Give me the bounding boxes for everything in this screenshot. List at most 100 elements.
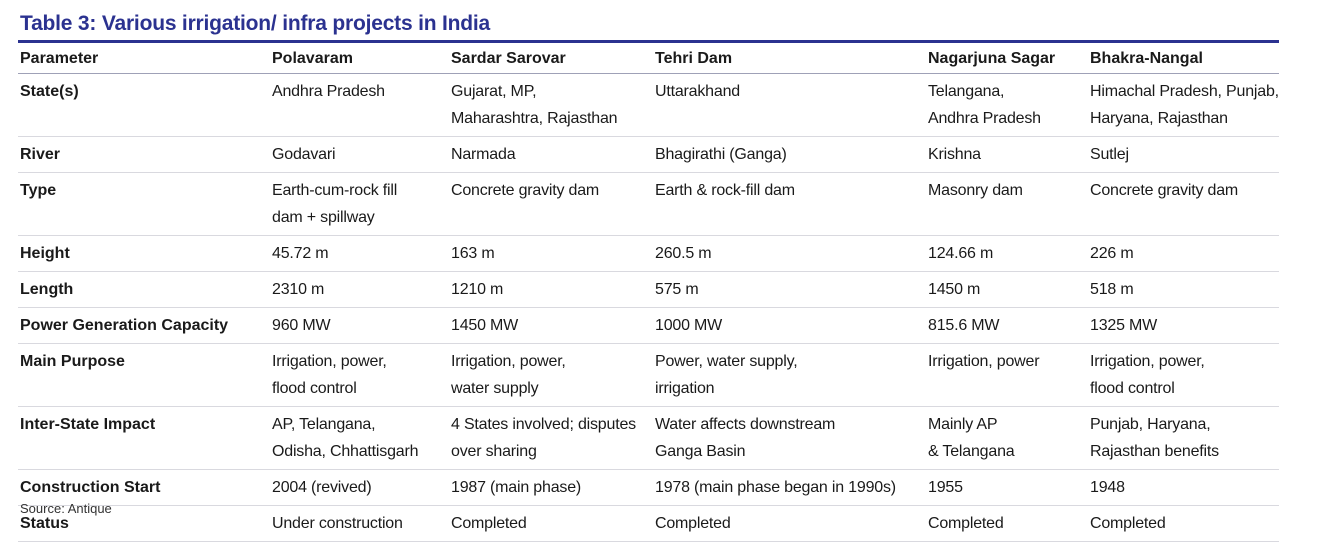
table-cell: Completed (653, 505, 926, 542)
table-cell: Concrete gravity dam (1088, 172, 1279, 236)
column-header: Tehri Dam (653, 44, 926, 74)
cell-line: Concrete gravity dam (451, 182, 600, 199)
table-cell: Completed (449, 505, 653, 542)
cell-line: 1955 (928, 479, 963, 496)
cell-line: Sutlej (1090, 146, 1129, 163)
table-title: Table 3: Various irrigation/ infra proje… (20, 12, 490, 35)
cell-line: 1948 (1090, 479, 1125, 496)
table-row: Power Generation Capacity 960 MW 1450 MW 10… (18, 307, 1279, 344)
column-header: Polavaram (270, 44, 449, 74)
cell-line: 2310 m (272, 281, 325, 298)
cell-line: Maharashtra, Rajasthan (451, 110, 618, 127)
cell-line: Irrigation, power, (272, 353, 387, 370)
cell-line: Narmada (451, 146, 516, 163)
cell-line: Completed (1090, 515, 1166, 532)
table-row: Main Purpose Irrigation, power, flood cont… (18, 343, 1279, 407)
cell-line: 575 m (655, 281, 699, 298)
cell-line: Himachal Pradesh, Punjab, (1090, 83, 1279, 100)
cell-line: Under construction (272, 515, 403, 532)
table-cell: Himachal Pradesh, Punjab, Haryana, Rajast… (1088, 73, 1279, 137)
table-row: Type Earth-cum-rock fill dam + spillway Con… (18, 172, 1279, 236)
cell-line: Punjab, Haryana, (1090, 416, 1211, 433)
table-cell: 1948 (1088, 469, 1279, 506)
cell-line: 163 m (451, 245, 495, 262)
cell-line: over sharing (451, 443, 537, 460)
table-cell: Concrete gravity dam (449, 172, 653, 236)
cell-line: 1450 MW (451, 317, 519, 334)
cell-line: flood control (272, 380, 357, 397)
table-cell: 1978 (main phase began in 1990s) (653, 469, 926, 506)
cell-line: water supply (451, 380, 539, 397)
row-parameter: Length (18, 271, 270, 308)
cell-line: Earth & rock-fill dam (655, 182, 795, 199)
cell-line: Telangana, (928, 83, 1005, 100)
cell-line: Irrigation, power (928, 353, 1040, 370)
table-cell: 1450 MW (449, 307, 653, 344)
cell-line: Completed (928, 515, 1004, 532)
cell-line: AP, Telangana, (272, 416, 376, 433)
cell-line: 1987 (main phase) (451, 479, 582, 496)
table-row: Inter-State Impact AP, Telangana, Odisha, … (18, 406, 1279, 470)
table-cell: 1210 m (449, 271, 653, 308)
table-cell: Irrigation, power (926, 343, 1088, 407)
table-cell: AP, Telangana, Odisha, Chhattisgarh (270, 406, 449, 470)
table-cell: Andhra Pradesh (270, 73, 449, 137)
cell-line: 4 States involved; disputes (451, 416, 636, 433)
column-header: Bhakra-Nangal (1088, 44, 1279, 74)
cell-line: Gujarat, MP, (451, 83, 537, 100)
cell-line: 1450 m (928, 281, 981, 298)
cell-line: Ganga Basin (655, 443, 746, 460)
cell-line: Rajasthan benefits (1090, 443, 1219, 460)
cell-line: Uttarakhand (655, 83, 740, 100)
cell-line: Concrete gravity dam (1090, 182, 1239, 199)
cell-line: Irrigation, power, (1090, 353, 1205, 370)
row-parameter: Main Purpose (18, 343, 270, 407)
row-parameter: Construction Start (18, 469, 270, 506)
cell-line: Andhra Pradesh (928, 110, 1041, 127)
table-cell: 1987 (main phase) (449, 469, 653, 506)
table-cell: Telangana, Andhra Pradesh (926, 73, 1088, 137)
cell-line: Water affects downstream (655, 416, 836, 433)
cell-line: irrigation (655, 380, 715, 397)
cell-line: Masonry dam (928, 182, 1023, 199)
column-header: Sardar Sarovar (449, 44, 653, 74)
cell-line: Power, water supply, (655, 353, 798, 370)
cell-line: dam + spillway (272, 209, 375, 226)
title-divider (18, 40, 1279, 43)
column-header: Parameter (18, 44, 270, 74)
table-cell: Water affects downstream Ganga Basin (653, 406, 926, 470)
table-row: Status Under construction Completed Complet… (18, 505, 1279, 542)
cell-line: Krishna (928, 146, 981, 163)
cell-line: 1210 m (451, 281, 504, 298)
table-cell: Irrigation, power, flood control (270, 343, 449, 407)
table-row: River Godavari Narmada Bhagirathi (Ganga) Kr… (18, 136, 1279, 173)
cell-line: Earth-cum-rock fill (272, 182, 398, 199)
table-cell: 960 MW (270, 307, 449, 344)
table-row: Construction Start 2004 (revived) 1987 (ma… (18, 469, 1279, 506)
table-cell: 1955 (926, 469, 1088, 506)
cell-line: Godavari (272, 146, 336, 163)
row-parameter: Height (18, 235, 270, 272)
cell-line: 2004 (revived) (272, 479, 372, 496)
table-cell: Masonry dam (926, 172, 1088, 236)
cell-line: 960 MW (272, 317, 331, 334)
header-row: Parameter Polavaram Sardar Sarovar Tehri… (18, 44, 1279, 74)
table-cell: 163 m (449, 235, 653, 272)
cell-line: 260.5 m (655, 245, 712, 262)
table-cell: Mainly AP & Telangana (926, 406, 1088, 470)
cell-line: 1000 MW (655, 317, 723, 334)
table-cell: Under construction (270, 505, 449, 542)
table-body: State(s) Andhra Pradesh Gujarat, MP, Mahara… (18, 73, 1279, 542)
table-cell: Uttarakhand (653, 73, 926, 137)
cell-line: 518 m (1090, 281, 1134, 298)
cell-line: Haryana, Rajasthan (1090, 110, 1228, 127)
column-header: Nagarjuna Sagar (926, 44, 1088, 74)
table-cell: 815.6 MW (926, 307, 1088, 344)
table-cell: Bhagirathi (Ganga) (653, 136, 926, 173)
table-cell: Earth & rock-fill dam (653, 172, 926, 236)
table-cell: 518 m (1088, 271, 1279, 308)
table-cell: 2004 (revived) (270, 469, 449, 506)
table-cell: 4 States involved; disputes over sharing (449, 406, 653, 470)
cell-line: Completed (451, 515, 527, 532)
table-row: Length 2310 m 1210 m 575 m 1450 m 518 m (18, 271, 1279, 308)
